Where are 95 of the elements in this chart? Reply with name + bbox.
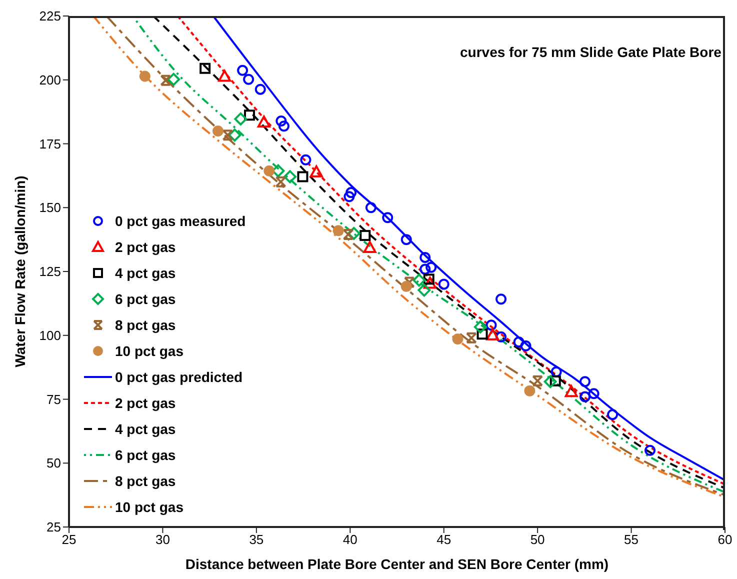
point [347,226,360,240]
legend-label: 4 pct gas [115,420,176,439]
point [382,212,394,224]
point [228,128,242,142]
y-axis-title: Water Flow Rate (gallon/min) [12,176,28,368]
point [532,375,544,386]
point [272,164,285,178]
point [400,234,412,246]
point [278,120,290,132]
point [243,74,254,85]
legend-label: 2 pct gas [115,238,176,257]
point [365,202,376,214]
point [476,328,488,340]
y-tick-label: 175 [39,136,61,152]
point [426,262,437,273]
point [404,276,415,288]
legend-label: 6 pct gas [115,446,176,465]
point [244,110,255,121]
x-tick-label: 25 [62,532,76,548]
legend-label: 0 pct gas measured [115,212,246,231]
point [579,391,590,402]
point [200,62,211,74]
point [400,280,412,292]
point [486,328,500,340]
point [237,64,248,76]
legend-label: 10 pct gas [115,498,184,517]
legend-label: 8 pct gas [115,316,176,335]
point [283,170,296,184]
point [360,230,371,241]
point [297,171,308,182]
point [344,191,355,202]
point [167,72,180,86]
point [264,165,275,176]
point [438,278,450,290]
point [420,252,431,263]
point [544,375,557,388]
x-tick-label: 35 [249,532,264,548]
x-tick-label: 60 [718,532,732,548]
y-tick-label: 50 [46,456,61,471]
point [644,444,656,456]
point [524,385,536,396]
x-axis-title: Distance between Plate Bore Center and SEN Bore Center (mm) [185,556,609,572]
point [212,125,224,136]
point [363,240,376,253]
point [254,84,266,95]
legend-label: 8 pct gas [115,472,176,491]
point [257,116,270,128]
y-tick-label: 150 [39,200,61,216]
y-tick-label: 75 [46,392,61,407]
point [418,284,431,297]
point [466,332,477,344]
point [513,336,524,348]
legend-label: 10 pct gas [115,342,184,361]
point [550,366,562,378]
point [474,320,487,334]
point [412,274,426,287]
point [160,74,172,86]
y-tick-label: 100 [39,328,61,343]
point [332,225,344,236]
point [486,320,497,331]
point [275,176,286,188]
point [222,130,234,141]
x-tick-label: 45 [436,532,452,548]
point [564,385,578,398]
point [579,376,590,388]
x-tick-label: 40 [342,532,358,548]
y-tick-label: 25 [46,520,61,535]
legend-label: 0 pct gas predicted [115,368,243,387]
point [234,112,248,126]
point [310,165,323,178]
point [218,70,232,82]
y-tick-label: 225 [39,8,61,24]
point [423,276,436,289]
point [496,294,507,305]
point [550,375,561,386]
x-tick-label: 50 [530,532,545,548]
legend-label: 4 pct gas [115,264,176,283]
x-tick-label: 30 [155,532,170,548]
point [300,154,312,166]
point [342,228,354,240]
y-tick-label: 125 [39,264,61,280]
point [520,340,532,352]
text: curves for 75 mm Slide Gate Plate Bore [460,44,722,60]
point [452,333,464,344]
y-tick-label: 200 [39,72,61,88]
legend-label: 2 pct gas [115,394,176,413]
point [496,331,507,342]
point [607,409,618,420]
point [420,264,431,275]
point [139,70,150,82]
point [588,388,600,400]
point [346,187,357,198]
legend-label: 6 pct gas [115,290,176,309]
x-tick-label: 55 [624,532,639,548]
point [276,116,287,127]
